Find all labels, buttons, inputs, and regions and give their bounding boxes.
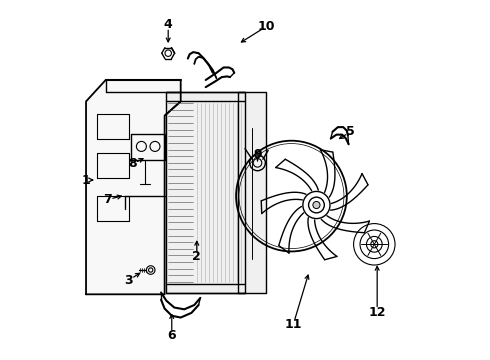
- Text: 4: 4: [164, 18, 172, 31]
- Text: 7: 7: [103, 193, 112, 206]
- Text: 12: 12: [368, 306, 386, 319]
- Text: 6: 6: [168, 329, 176, 342]
- Polygon shape: [238, 93, 267, 293]
- Text: 9: 9: [253, 148, 262, 162]
- Text: 5: 5: [346, 125, 355, 138]
- Text: 10: 10: [258, 20, 275, 33]
- Text: 1: 1: [82, 174, 91, 186]
- Text: 8: 8: [128, 157, 137, 170]
- Text: 2: 2: [193, 250, 201, 263]
- Polygon shape: [167, 93, 245, 293]
- Text: 3: 3: [124, 274, 133, 287]
- Polygon shape: [86, 80, 181, 294]
- Circle shape: [313, 202, 320, 208]
- Text: 11: 11: [285, 318, 302, 331]
